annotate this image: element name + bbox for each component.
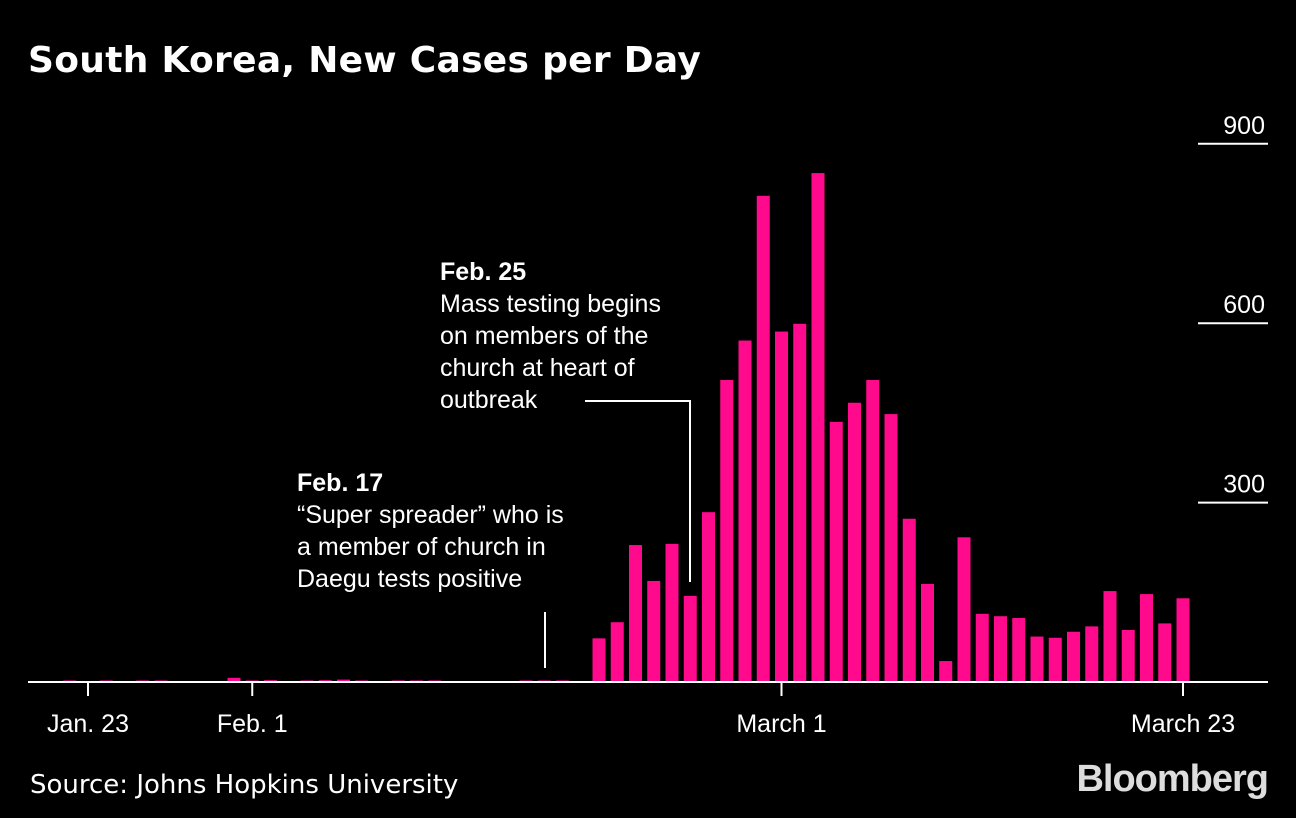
x-tick-label: March 23 xyxy=(1131,710,1235,738)
bar xyxy=(647,580,661,682)
x-tick-label: Jan. 23 xyxy=(47,710,129,738)
bar xyxy=(1140,594,1153,682)
bar xyxy=(775,331,788,682)
bar xyxy=(829,421,843,682)
annotation-line: on members of the xyxy=(440,322,649,350)
bloomberg-logo: Bloomberg xyxy=(1076,758,1269,800)
chart-title: South Korea, New Cases per Day xyxy=(28,40,702,81)
bar xyxy=(884,414,898,682)
bar xyxy=(1103,591,1117,682)
bar xyxy=(756,195,770,683)
bar xyxy=(811,173,825,683)
annotation-line: church at heart of xyxy=(440,354,635,382)
bar xyxy=(1158,623,1172,682)
annotation-line: a member of church in xyxy=(297,533,546,561)
bar xyxy=(629,545,642,682)
y-tick-label: 900 xyxy=(1223,112,1265,140)
bar xyxy=(848,402,861,682)
bar xyxy=(702,512,715,682)
bar xyxy=(610,622,624,682)
bar xyxy=(902,518,916,682)
bar xyxy=(939,661,953,682)
bar xyxy=(665,543,679,682)
bar xyxy=(1030,636,1044,682)
bar xyxy=(738,340,752,682)
bar xyxy=(1085,626,1099,682)
bar xyxy=(866,380,880,682)
bar xyxy=(337,679,350,682)
annotation-heading: Feb. 17 xyxy=(297,469,384,497)
x-tick-label: March 1 xyxy=(736,710,826,738)
x-tick-label: Feb. 1 xyxy=(217,710,288,738)
bar xyxy=(683,595,697,682)
bar xyxy=(921,583,934,682)
annotation-leader-line xyxy=(585,400,691,582)
annotation-line: Mass testing begins xyxy=(440,290,661,318)
y-tick-label: 600 xyxy=(1223,291,1265,319)
bar xyxy=(227,677,241,682)
bar xyxy=(1176,598,1190,682)
bar xyxy=(1067,631,1080,682)
annotation-line: Daegu tests positive xyxy=(297,565,523,593)
bar xyxy=(1012,618,1026,682)
bar xyxy=(793,323,807,682)
bar xyxy=(957,537,971,682)
bar xyxy=(1048,637,1062,682)
bar xyxy=(1121,629,1135,682)
bar xyxy=(592,638,606,682)
annotation-line: outbreak xyxy=(440,386,538,414)
y-tick-label: 300 xyxy=(1223,471,1265,499)
annotation-line: “Super spreader” who is xyxy=(297,501,564,529)
bar xyxy=(994,616,1007,682)
annotation-feb-17: Feb. 17 “Super spreader” who is a member… xyxy=(297,467,564,595)
bar xyxy=(975,613,989,682)
annotation-heading: Feb. 25 xyxy=(440,258,527,286)
bar xyxy=(720,380,734,682)
annotation-feb-25: Feb. 25 Mass testing begins on members o… xyxy=(440,256,661,416)
source-note: Source: Johns Hopkins University xyxy=(30,770,459,800)
